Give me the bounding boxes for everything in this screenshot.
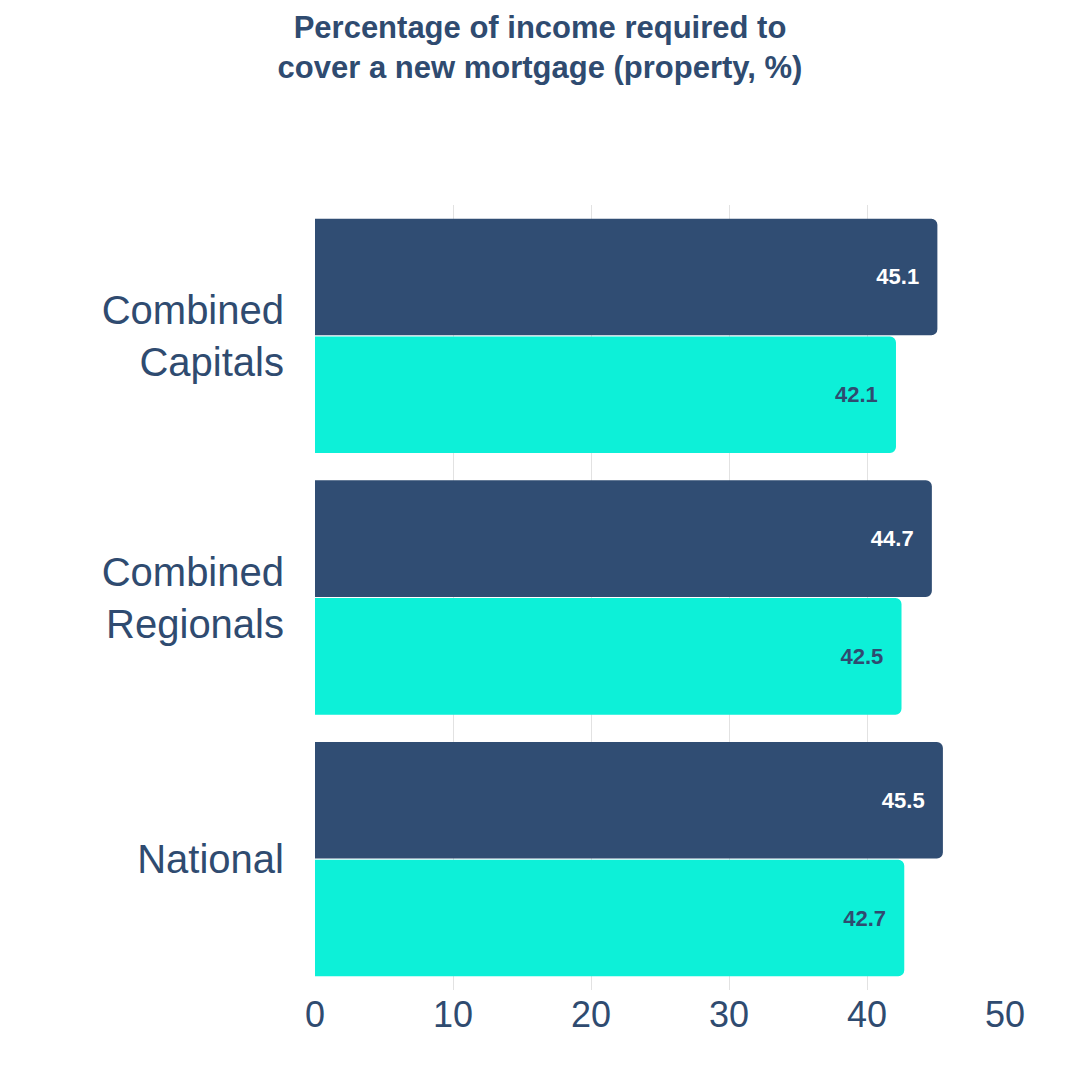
svg-text:45.5: 45.5	[882, 788, 937, 813]
svg-text:40: 40	[847, 994, 887, 1035]
svg-text:10: 10	[433, 994, 473, 1035]
svg-text:45.1: 45.1	[876, 264, 931, 289]
svg-text:42.1: 42.1	[835, 382, 890, 407]
svg-text:30: 30	[709, 994, 749, 1035]
svg-text:42.7: 42.7	[843, 906, 898, 931]
svg-text:44.7: 44.7	[871, 526, 926, 551]
svg-text:42.5: 42.5	[840, 644, 895, 669]
svg-text:0: 0	[305, 994, 325, 1035]
svg-text:National: National	[137, 837, 284, 881]
svg-text:CombinedRegionals: CombinedRegionals	[102, 550, 284, 646]
svg-text:20: 20	[571, 994, 611, 1035]
svg-text:CombinedCapitals: CombinedCapitals	[102, 288, 284, 384]
svg-text:Percentage of income required: Percentage of income required tocover a …	[278, 10, 803, 85]
svg-text:50: 50	[985, 994, 1025, 1035]
